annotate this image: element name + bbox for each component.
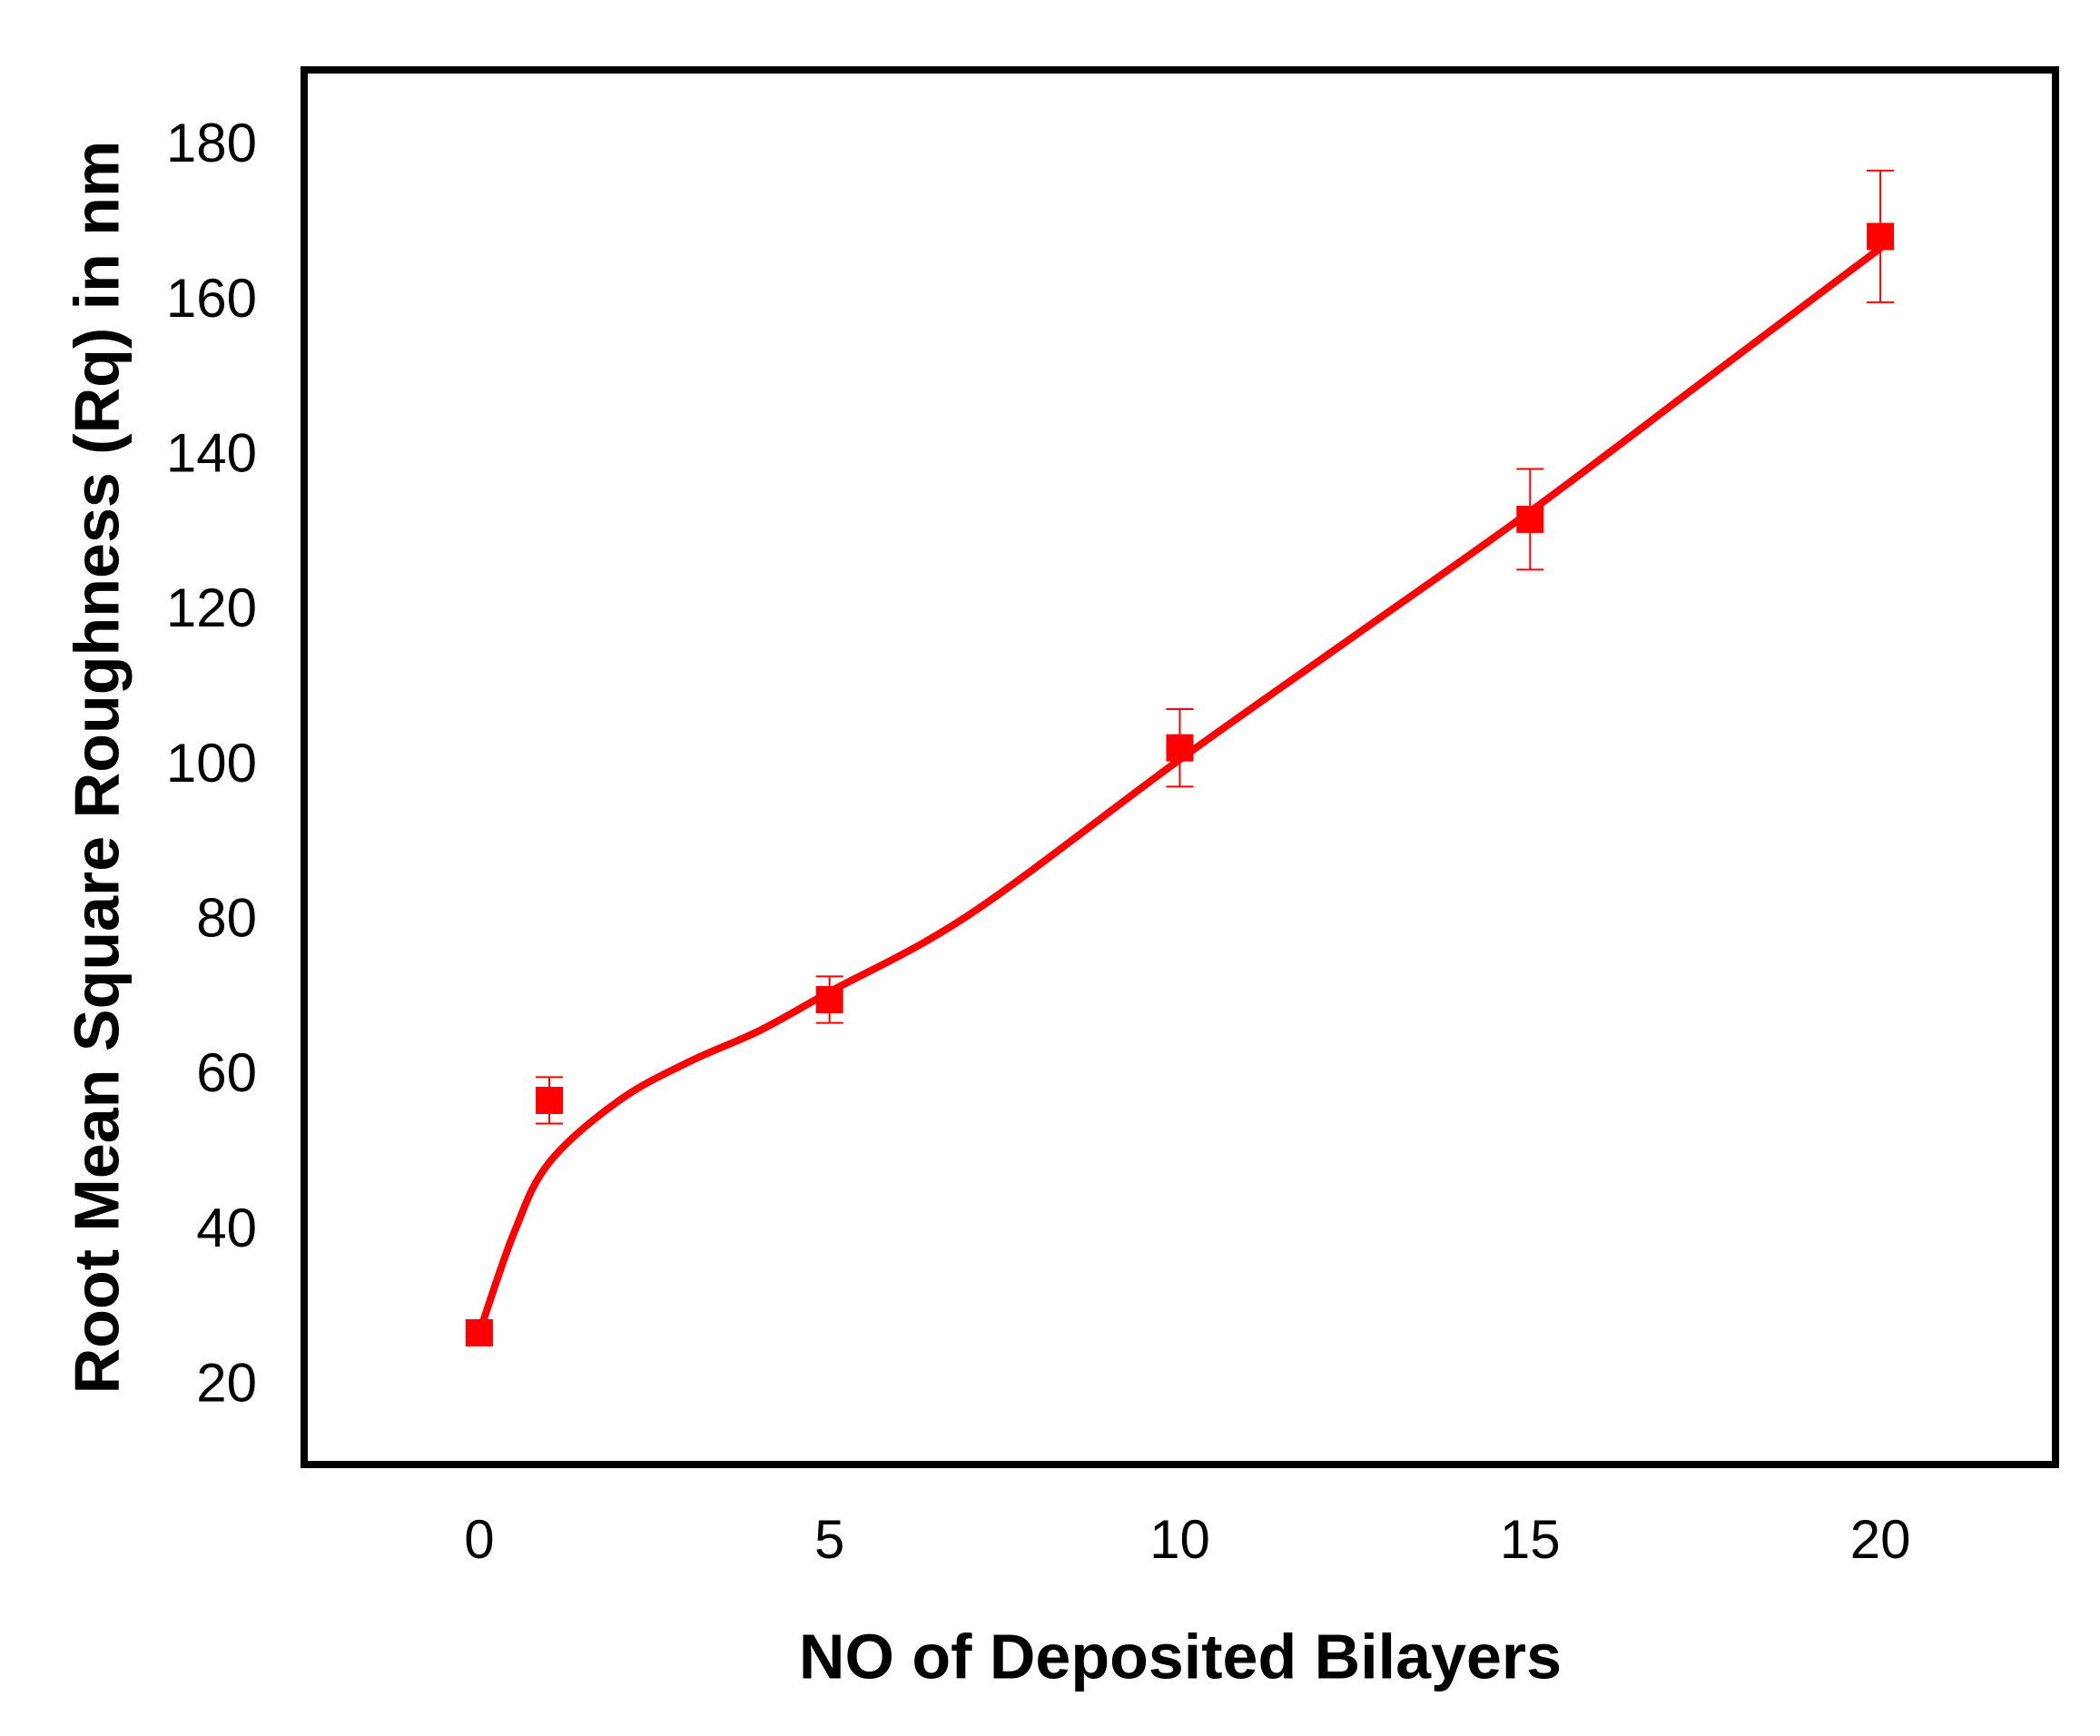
y-tick-label: 80 [196, 888, 257, 949]
y-tick-label: 20 [196, 1353, 257, 1414]
marker [465, 1318, 493, 1346]
y-tick-label: 140 [166, 423, 257, 484]
plot-frame [301, 66, 2059, 1468]
y-tick-label: 100 [166, 733, 257, 794]
y-tick-label: 60 [196, 1042, 257, 1103]
x-tick-label: 15 [1500, 1509, 1561, 1570]
x-tick-label: 20 [1850, 1509, 1911, 1570]
y-tick-label: 120 [166, 577, 257, 638]
y-tick-label: 180 [166, 113, 257, 173]
x-tick-label: 5 [814, 1509, 844, 1570]
y-tick-label: 40 [196, 1198, 257, 1258]
marker [1516, 505, 1544, 533]
marker [536, 1086, 564, 1114]
x-tick-label: 0 [464, 1509, 494, 1570]
y-axis-title: Root Mean Square Roughness (Rq) in nm [61, 141, 132, 1395]
y-tick-label: 160 [166, 268, 257, 329]
marker [815, 986, 843, 1013]
x-axis-title: NO of Deposited Bilayers [799, 1621, 1562, 1692]
fit-line [475, 244, 1885, 1337]
marker [1867, 222, 1895, 251]
marker [1166, 734, 1194, 762]
x-tick-label: 10 [1149, 1509, 1210, 1570]
